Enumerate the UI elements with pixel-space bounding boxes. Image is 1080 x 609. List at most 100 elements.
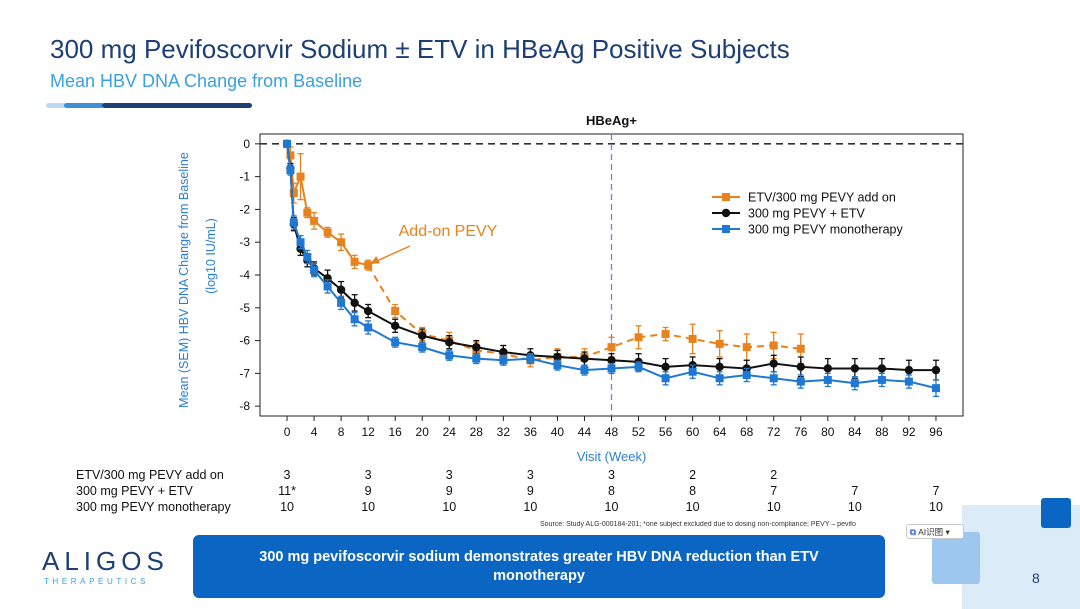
legend-marker xyxy=(722,193,730,201)
series-line xyxy=(286,143,369,267)
data-point xyxy=(526,354,535,363)
data-point xyxy=(742,343,751,352)
y-tick-label: -8 xyxy=(239,399,250,413)
data-point xyxy=(350,257,359,266)
data-point xyxy=(336,285,346,294)
data-point xyxy=(715,362,724,372)
subjects-count: 3 xyxy=(364,468,372,482)
data-point xyxy=(796,344,805,353)
y-tick-label: -6 xyxy=(239,334,250,348)
subjects-count: 10 xyxy=(929,500,943,514)
data-point xyxy=(688,334,697,343)
data-point xyxy=(715,374,724,383)
data-point xyxy=(418,331,427,340)
x-tick-label: 56 xyxy=(659,425,673,439)
data-point xyxy=(337,298,346,307)
x-tick-label: 28 xyxy=(470,425,484,439)
data-point xyxy=(661,374,670,383)
data-point xyxy=(472,342,481,352)
legend-label: ETV/300 mg PEVY add on xyxy=(748,191,896,205)
x-tick-label: 92 xyxy=(902,425,916,439)
company-logo: ALIGOS THERAPEUTICS xyxy=(42,548,169,586)
series-0 xyxy=(283,139,805,368)
data-point xyxy=(931,365,941,375)
subjects-count: 10 xyxy=(523,500,538,514)
callout-text: 300 mg pevifoscorvir sodium demonstrates… xyxy=(259,548,819,584)
data-point xyxy=(634,333,643,342)
x-tick-label: 68 xyxy=(740,425,754,439)
data-point xyxy=(472,354,481,363)
slide-title: 300 mg Pevifoscorvir Sodium ± ETV in HBe… xyxy=(50,34,790,64)
data-point xyxy=(289,218,298,227)
subjects-row: 300 mg PEVY monotherapy 10 10 10 10 10 10 10 10 1… xyxy=(0,500,1080,516)
data-point xyxy=(661,330,670,339)
data-point xyxy=(296,172,305,181)
corner-decoration-medium xyxy=(932,532,980,584)
subjects-count: 10 xyxy=(766,500,781,514)
data-point xyxy=(688,367,697,376)
data-point xyxy=(283,139,292,148)
y-tick-label: 0 xyxy=(243,137,250,151)
data-point xyxy=(877,364,887,373)
subjects-count: 9 xyxy=(445,484,453,498)
subjects-count: 10 xyxy=(280,500,294,514)
data-point xyxy=(289,189,298,198)
data-point xyxy=(796,362,805,372)
y-tick-label: -1 xyxy=(239,170,250,184)
legend-marker xyxy=(721,208,731,218)
series-line-dashed xyxy=(367,264,801,362)
logo-name: ALIGOS xyxy=(42,546,169,576)
ai-icon: ⧉ xyxy=(910,527,917,537)
x-tick-label: 36 xyxy=(524,425,538,439)
x-tick-label: 12 xyxy=(361,425,375,439)
x-tick-label: 32 xyxy=(497,425,511,439)
subjects-count: 10 xyxy=(361,500,376,514)
data-point xyxy=(769,374,778,383)
subjects-count: 8 xyxy=(689,484,697,498)
annotation-arrowhead xyxy=(370,256,381,265)
subjects-count: 10 xyxy=(604,500,619,514)
subjects-count: 2 xyxy=(770,468,778,482)
data-point xyxy=(296,238,305,247)
data-point xyxy=(364,323,373,332)
subjects-count: 10 xyxy=(442,500,457,514)
data-point xyxy=(323,282,332,291)
x-tick-label: 96 xyxy=(929,425,943,439)
corner-decoration-small xyxy=(1041,498,1071,528)
data-point xyxy=(904,365,914,375)
title-underline-mid xyxy=(64,103,104,108)
data-point xyxy=(286,151,295,160)
subjects-count: 3 xyxy=(608,468,615,482)
x-tick-label: 24 xyxy=(443,425,457,439)
data-point xyxy=(390,321,400,331)
legend-label: 300 mg PEVY monotherapy xyxy=(748,223,903,237)
x-axis-label: Visit (Week) xyxy=(577,449,647,464)
y-tick-label: -2 xyxy=(239,202,250,216)
data-point xyxy=(850,364,860,373)
subjects-count: 11* xyxy=(278,484,296,498)
data-point xyxy=(607,356,616,365)
subjects-count: 9 xyxy=(526,484,534,498)
data-point xyxy=(769,359,778,368)
subjects-row-label: 300 mg PEVY + ETV xyxy=(76,484,193,498)
data-point xyxy=(445,351,454,360)
subjects-count: 10 xyxy=(847,500,862,514)
x-tick-label: 8 xyxy=(338,425,345,439)
data-point xyxy=(323,228,332,237)
x-tick-label: 0 xyxy=(284,425,291,439)
data-point xyxy=(310,216,319,225)
logo-tagline: THERAPEUTICS xyxy=(44,577,149,586)
data-point xyxy=(391,307,400,316)
data-point xyxy=(499,356,508,365)
data-point xyxy=(337,238,346,247)
x-tick-label: 76 xyxy=(794,425,808,439)
x-tick-label: 88 xyxy=(875,425,889,439)
ai-button-label: AI识图 xyxy=(918,527,944,537)
data-point xyxy=(850,379,859,388)
x-tick-label: 84 xyxy=(848,425,862,439)
data-point xyxy=(445,338,454,347)
data-point xyxy=(303,252,312,261)
ai-recognize-button[interactable]: ⧉ AI识图 ▾ xyxy=(906,524,964,539)
slide-subtitle: Mean HBV DNA Change from Baseline xyxy=(50,71,363,91)
annotation-label: Add-on PEVY xyxy=(399,223,498,240)
